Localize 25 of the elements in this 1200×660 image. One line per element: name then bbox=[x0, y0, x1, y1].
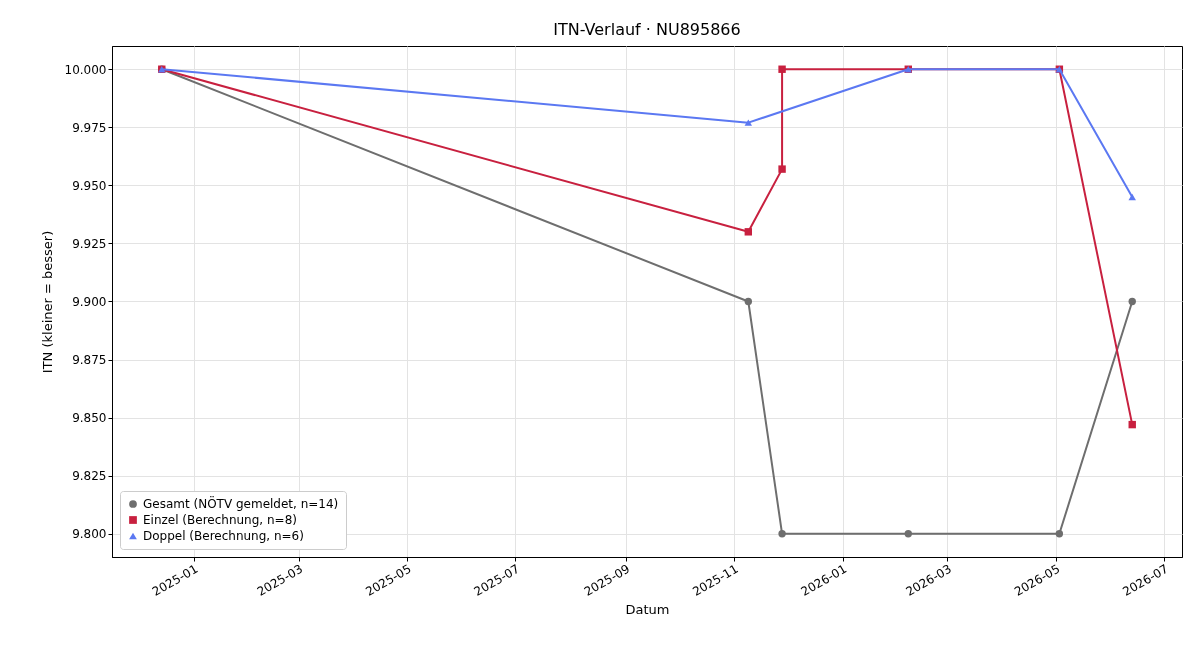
point bbox=[778, 165, 786, 173]
chart-title: ITN-Verlauf · NU895866 bbox=[553, 20, 741, 39]
y-tick-label: 9.825 bbox=[72, 469, 107, 484]
y-tick-label: 9.925 bbox=[72, 236, 107, 251]
y-tick-label: 9.850 bbox=[72, 411, 107, 426]
point bbox=[1128, 297, 1136, 306]
point bbox=[744, 228, 753, 236]
point bbox=[744, 119, 753, 126]
point bbox=[1055, 530, 1064, 538]
point bbox=[1128, 193, 1136, 201]
point bbox=[778, 530, 786, 538]
y-tick-label: 9.975 bbox=[72, 120, 107, 135]
legend-label: Doppel (Berechnung, n=6) bbox=[143, 529, 304, 543]
legend-label: Gesamt (NÖTV gemeldet, n=14) bbox=[143, 495, 339, 511]
y-tick-label: 9.800 bbox=[72, 527, 107, 542]
y-tick-label: 9.875 bbox=[72, 353, 107, 368]
x-axis-title: Datum bbox=[625, 602, 670, 618]
point bbox=[904, 530, 912, 538]
y-tick-label: 10.000 bbox=[64, 62, 107, 77]
point bbox=[744, 297, 753, 306]
y-axis-title: ITN (kleiner = besser) bbox=[39, 230, 55, 374]
y-tick-label: 9.900 bbox=[72, 295, 107, 309]
legend-label: Einzel (Berechnung, n=8) bbox=[143, 513, 297, 527]
point bbox=[778, 65, 786, 73]
y-tick-label: 9.950 bbox=[72, 178, 107, 193]
